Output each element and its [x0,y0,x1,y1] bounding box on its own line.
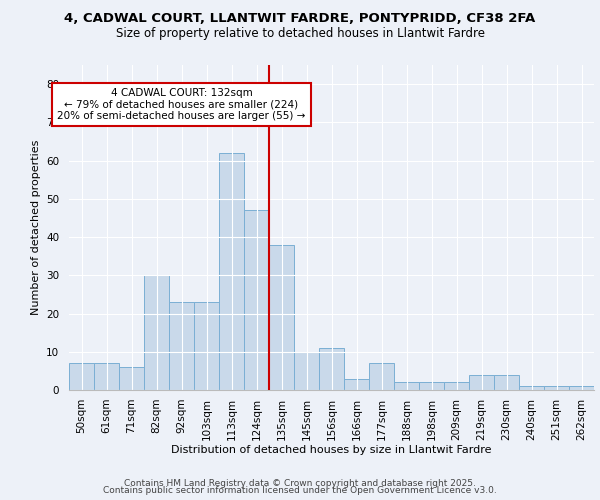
Bar [119,367,144,390]
Bar [519,386,544,390]
Bar [169,302,194,390]
Bar [294,352,319,390]
Bar [394,382,419,390]
Text: 4 CADWAL COURT: 132sqm
← 79% of detached houses are smaller (224)
20% of semi-de: 4 CADWAL COURT: 132sqm ← 79% of detached… [58,88,305,121]
Text: 4, CADWAL COURT, LLANTWIT FARDRE, PONTYPRIDD, CF38 2FA: 4, CADWAL COURT, LLANTWIT FARDRE, PONTYP… [64,12,536,26]
Bar [94,363,119,390]
Bar [569,386,594,390]
Bar [494,374,519,390]
X-axis label: Distribution of detached houses by size in Llantwit Fardre: Distribution of detached houses by size … [171,446,492,456]
Bar [444,382,469,390]
Bar [194,302,219,390]
Bar [369,363,394,390]
Bar [69,363,94,390]
Text: Size of property relative to detached houses in Llantwit Fardre: Size of property relative to detached ho… [115,28,485,40]
Text: Contains HM Land Registry data © Crown copyright and database right 2025.: Contains HM Land Registry data © Crown c… [124,478,476,488]
Bar [544,386,569,390]
Text: Contains public sector information licensed under the Open Government Licence v3: Contains public sector information licen… [103,486,497,495]
Bar [244,210,269,390]
Bar [319,348,344,390]
Bar [269,244,294,390]
Y-axis label: Number of detached properties: Number of detached properties [31,140,41,315]
Bar [144,276,169,390]
Bar [219,153,244,390]
Bar [419,382,444,390]
Bar [344,378,369,390]
Bar [469,374,494,390]
